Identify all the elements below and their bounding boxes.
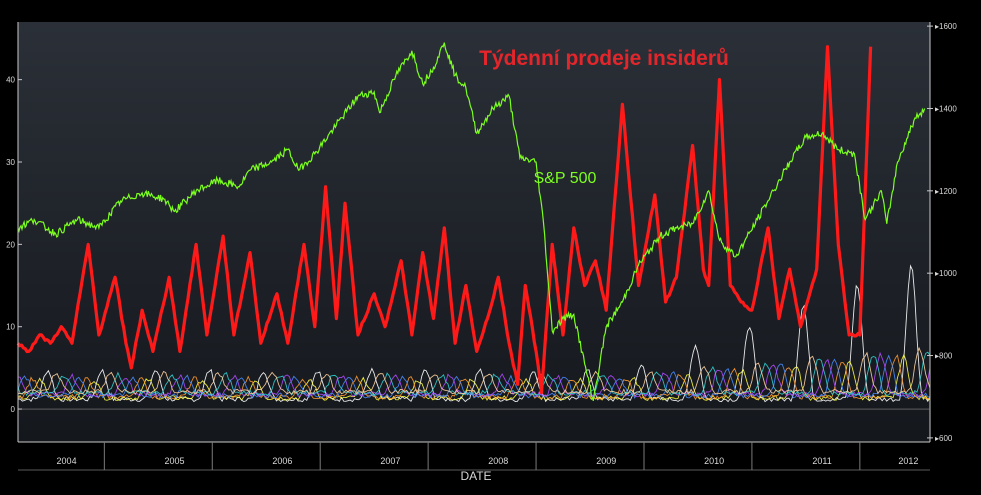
right-tick-label: ▸1200 xyxy=(935,187,957,196)
small-series-layer xyxy=(17,264,931,403)
minor-series-line-2 xyxy=(17,353,931,402)
plot-background xyxy=(18,22,930,442)
x-tick-label: 2006 xyxy=(272,456,292,466)
minor-series-line-7 xyxy=(17,346,931,395)
sp500-label: S&P 500 xyxy=(534,170,597,187)
series-layer xyxy=(16,42,926,401)
left-tick-label: 20 xyxy=(6,240,15,249)
x-tick-label: 2012 xyxy=(898,456,918,466)
x-tick-label: 2005 xyxy=(164,456,184,466)
minor-series-line-5 xyxy=(17,351,931,398)
insider-sales-line xyxy=(16,45,873,395)
x-tick-label: 2011 xyxy=(812,456,831,466)
x-tick-label: 2009 xyxy=(596,456,616,466)
minor-series-line-4 xyxy=(17,354,931,399)
left-tick-label: 10 xyxy=(6,323,15,332)
x-tick-label: 2008 xyxy=(488,456,508,466)
x-tick-label: 2007 xyxy=(380,456,400,466)
right-tick-label: ▸1000 xyxy=(935,269,957,278)
left-tick-label: 40 xyxy=(6,76,15,85)
chart-title: Týdenní prodeje insiderů xyxy=(479,47,729,70)
right-tick-label: ▸1600 xyxy=(935,22,957,31)
right-tick-label: ▸800 xyxy=(935,352,953,361)
axis-layer: 0 10 20 30 40 ▸600 ▸800 ▸1000 ▸1200 ▸1400 ▸1600 200… xyxy=(6,22,957,471)
x-tick-label: 2010 xyxy=(704,456,724,466)
right-tick-label: ▸1400 xyxy=(935,104,957,113)
x-axis-title: DATE xyxy=(460,469,491,483)
left-tick-label: 30 xyxy=(6,158,15,167)
right-tick-label: ▸600 xyxy=(935,434,953,443)
sp500-line xyxy=(17,42,926,401)
left-tick-label: 0 xyxy=(11,405,16,414)
x-tick-label: 2004 xyxy=(57,456,77,466)
